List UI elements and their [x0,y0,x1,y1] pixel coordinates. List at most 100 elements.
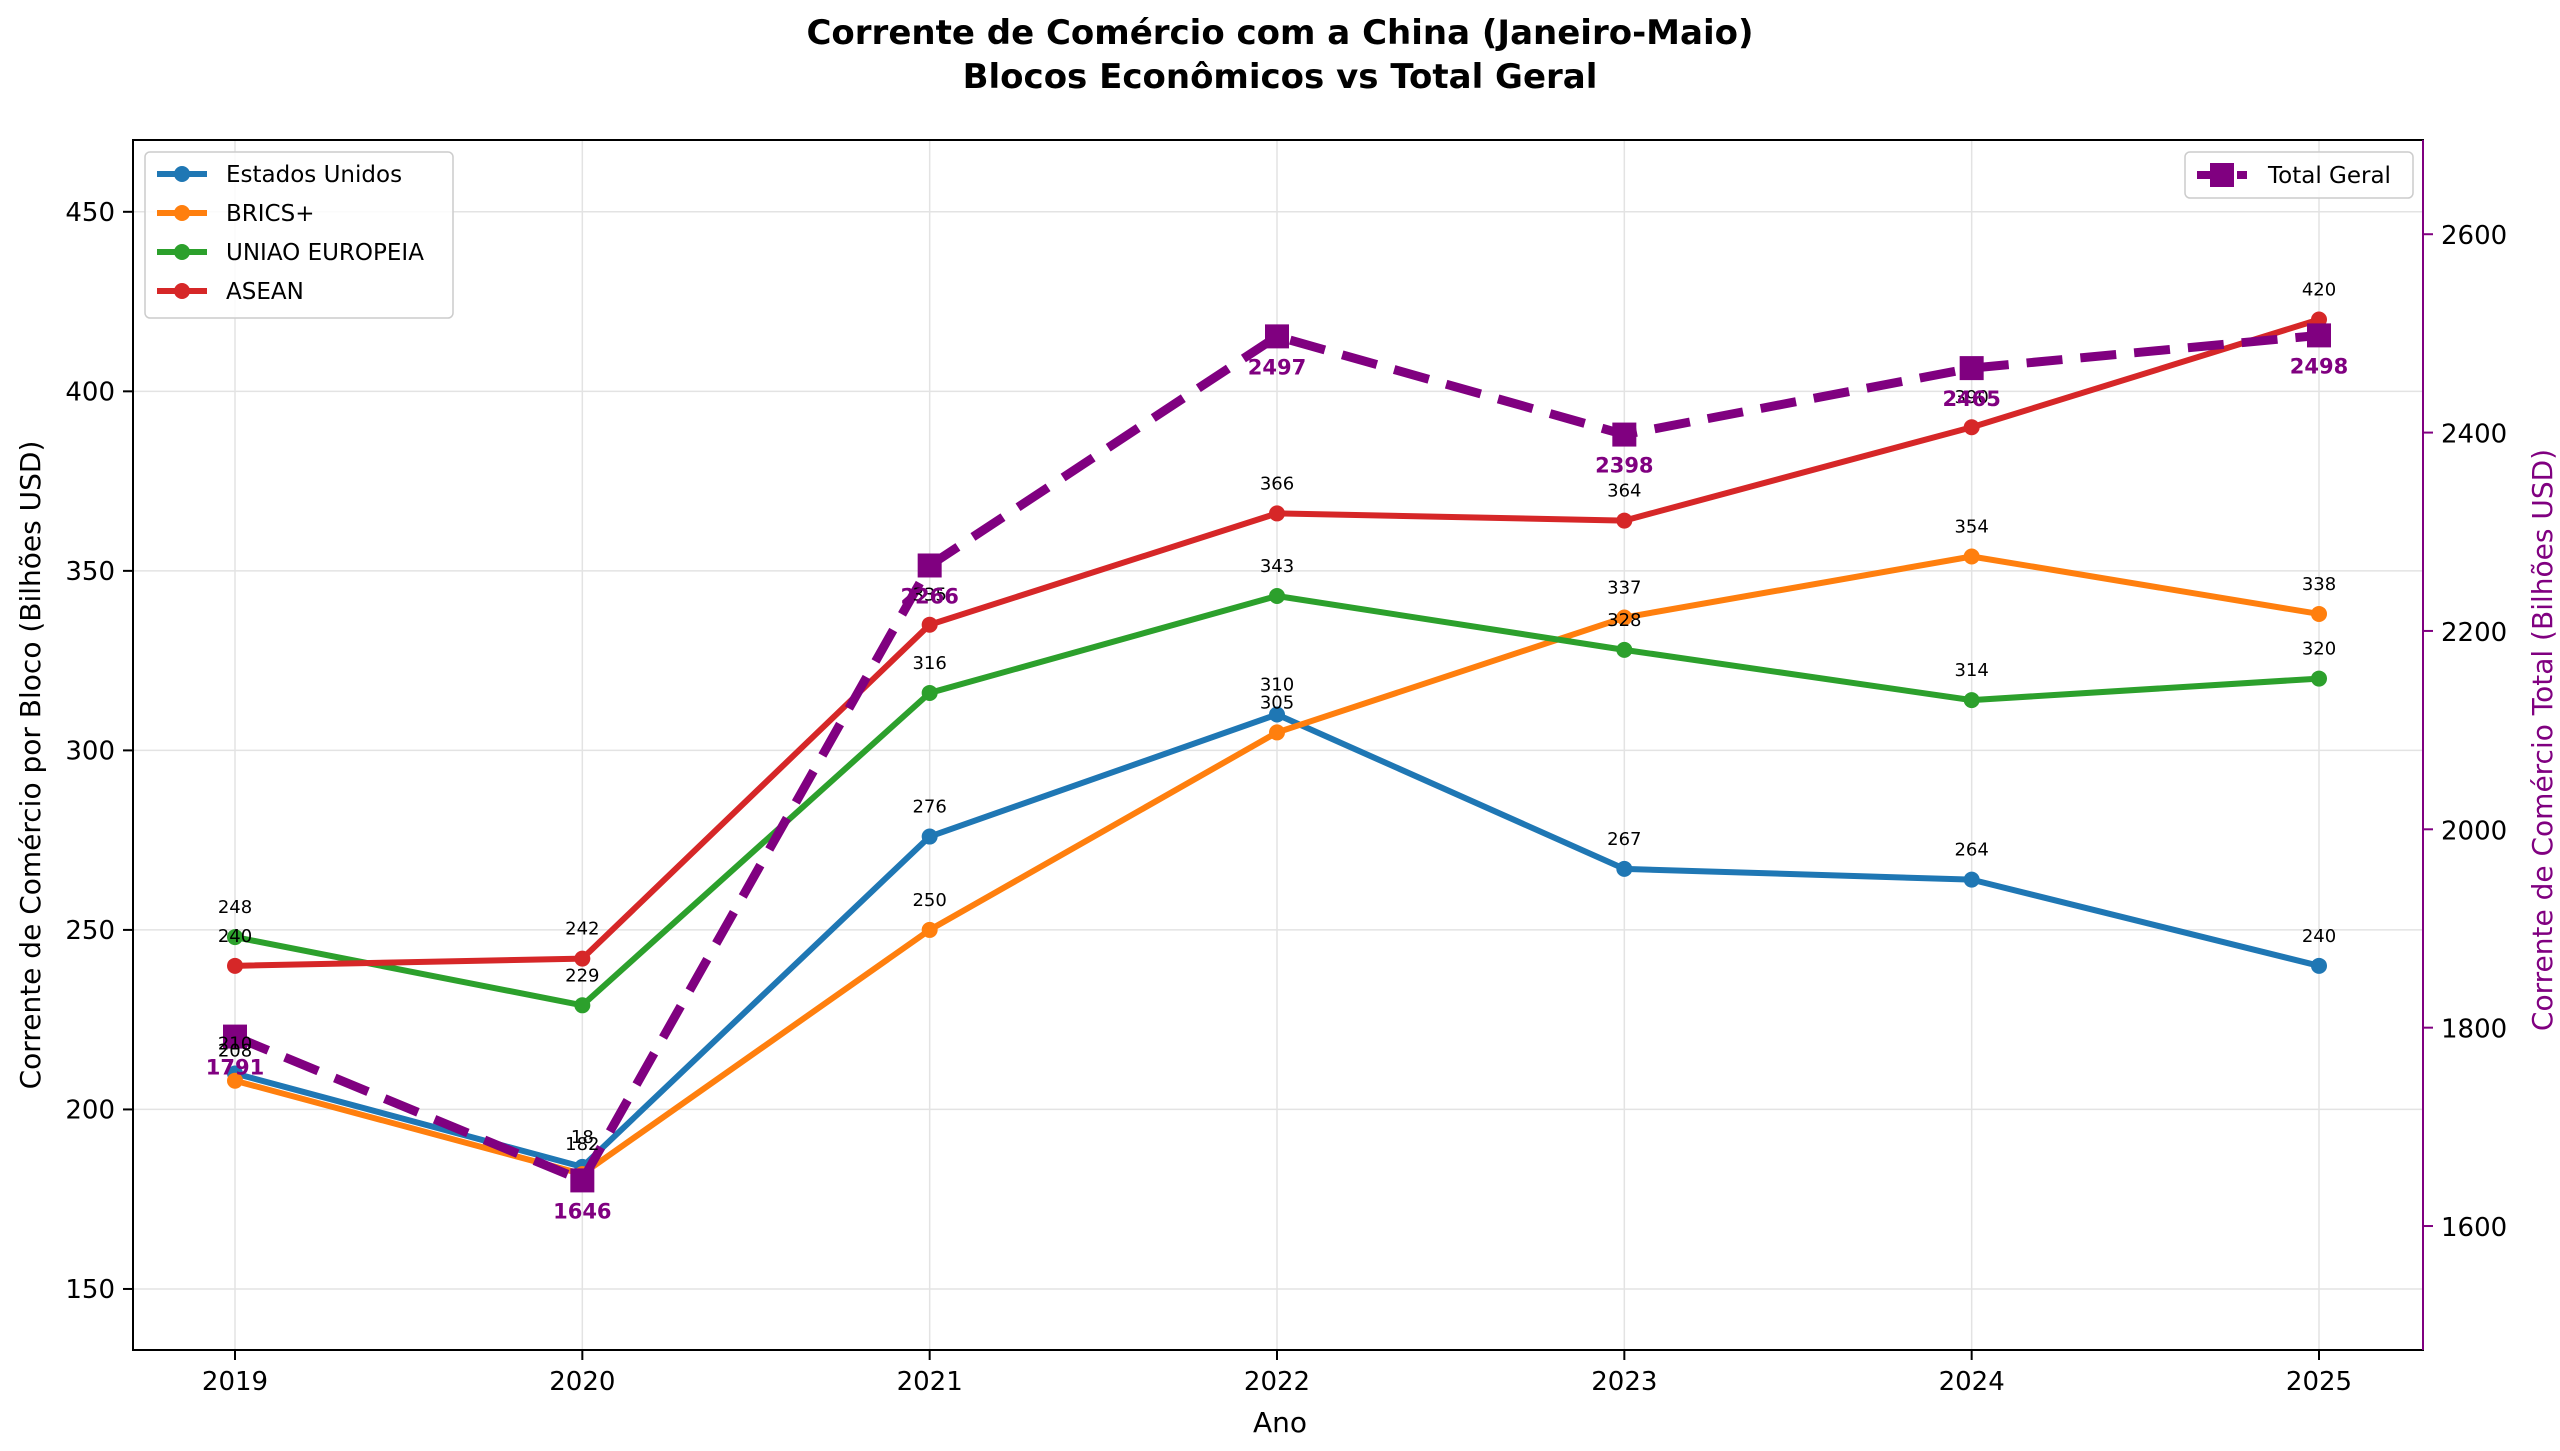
data-label-brics: 305 [1260,692,1294,713]
x-tick-label: 2020 [549,1367,615,1397]
data-label-asean: 240 [218,926,252,947]
data-label-uniao-europeia: 320 [2302,639,2336,660]
y2-tick-label: 2000 [2441,816,2507,846]
data-point-uniao-europeia [1963,692,1980,709]
data-point-total-geral [223,1024,247,1049]
y-tick-label: 150 [65,1275,115,1305]
y-tick-label: 450 [65,198,115,228]
data-point-total-geral [570,1168,595,1193]
legend-label-uniao-europeia: UNIAO EUROPEIA [226,240,424,266]
data-point-total-geral [2307,323,2331,348]
data-point-brics [2311,605,2327,622]
data-label-total-geral: 2266 [900,584,958,608]
data-label-estados-unidos: 267 [1607,829,1641,850]
data-label-total-geral: 2498 [2290,354,2348,378]
legend: Estados Unidos BRICS+ UNIAO EUROPEIA ASEAN [144,151,454,319]
data-label-estados-unidos: 18 [571,1127,594,1148]
data-point-uniao-europeia [2311,670,2327,687]
data-labels: 210 18 276 310 267 264 240 208 182 250 305 337 354 33… [206,280,2348,1224]
chart-title: Corrente de Comércio com a China (Janeir… [806,13,1753,53]
legend-box [144,151,454,319]
y-tick-label: 350 [65,557,115,587]
y-tick-label: 200 [65,1095,115,1125]
series-layer [223,311,2331,1193]
legend-marker-uniao-europeia [174,244,190,260]
y-axis-label: Corrente de Comércio por Bloco (Bilhões … [14,441,47,1090]
data-point-total-geral [1612,422,1637,447]
axes: 150 200 250 300 350 400 450 1600 1800 2000 2200 240… [65,139,2507,1397]
data-point-asean [1269,505,1285,522]
data-label-brics: 337 [1607,578,1641,599]
data-label-total-geral: 2465 [1942,387,2000,411]
data-label-total-geral: 1791 [206,1056,264,1080]
data-point-asean [921,616,938,633]
data-point-brics [1616,609,1633,626]
data-point-total-geral [1265,324,1289,349]
data-point-asean [1616,512,1633,529]
legend-marker-total-geral [2210,163,2234,187]
data-label-total-geral: 2398 [1595,454,1653,478]
data-label-uniao-europeia: 316 [912,653,946,674]
data-label-uniao-europeia: 314 [1954,660,1988,681]
x-tick-label: 2023 [1591,1367,1657,1397]
y2-tick-label: 2600 [2441,221,2507,251]
x-tick-label: 2021 [897,1367,963,1397]
plot-frame [132,139,2424,1351]
legend-marker-asean [174,283,190,299]
data-point-asean [574,950,591,967]
data-point-brics [1963,548,1980,565]
legend-marker-estados-unidos [174,166,190,182]
data-label-asean: 335 [912,585,946,606]
x-axis-label: Ano [1253,1406,1307,1439]
data-label-uniao-europeia: 328 [1607,610,1641,631]
legend-total-box [2184,151,2414,199]
data-point-estados-unidos [1269,706,1285,723]
data-point-brics [227,1072,243,1089]
legend-label-total-geral: Total Geral [2267,163,2391,189]
data-point-brics [921,921,938,938]
data-label-estados-unidos: 264 [1954,840,1988,861]
grid [133,140,2423,1350]
x-tick-label: 2025 [2286,1367,2352,1397]
data-point-uniao-europeia [1616,641,1633,658]
data-label-estados-unidos: 310 [1260,674,1294,695]
chart-subtitle: Blocos Econômicos vs Total Geral [963,57,1598,97]
data-point-asean [1963,419,1980,436]
data-label-uniao-europeia: 229 [565,965,599,986]
x-tick-label: 2019 [202,1367,268,1397]
legend-label-brics: BRICS+ [226,201,314,227]
legend-label-estados-unidos: Estados Unidos [226,162,402,188]
data-point-uniao-europeia [574,997,591,1014]
data-label-total-geral: 2497 [1248,355,1306,379]
data-label-estados-unidos: 210 [218,1034,252,1055]
y2-tick-label: 1800 [2441,1015,2507,1045]
data-label-asean: 242 [565,919,599,940]
data-point-estados-unidos [1963,871,1980,888]
data-point-uniao-europeia [227,929,243,946]
y2-tick-label: 2200 [2441,618,2507,648]
legend-marker-brics [174,205,190,221]
data-point-uniao-europeia [921,684,938,701]
y-tick-label: 300 [65,736,115,766]
data-label-uniao-europeia: 248 [218,897,252,918]
data-label-brics: 338 [2302,574,2336,595]
data-label-brics: 182 [565,1134,599,1155]
data-point-estados-unidos [2311,957,2327,974]
data-point-estados-unidos [1616,860,1633,877]
data-label-total-geral: 1646 [553,1199,611,1223]
data-label-asean: 390 [1954,387,1988,408]
data-point-total-geral [917,553,942,578]
data-point-brics [1269,724,1285,741]
data-label-asean: 366 [1260,473,1294,494]
data-label-brics: 354 [1954,516,1988,537]
legend-total: Total Geral [2184,151,2414,199]
data-point-total-geral [1959,356,1984,381]
data-label-asean: 364 [1607,481,1641,502]
data-point-estados-unidos [921,828,938,845]
y-tick-label: 400 [65,377,115,407]
data-label-estados-unidos: 276 [912,797,946,818]
y2-axis-label: Corrente de Comércio Total (Bilhões USD) [2526,449,2559,1031]
x-tick-label: 2024 [1939,1367,2005,1397]
data-label-brics: 208 [218,1041,252,1062]
data-label-brics: 250 [912,890,946,911]
